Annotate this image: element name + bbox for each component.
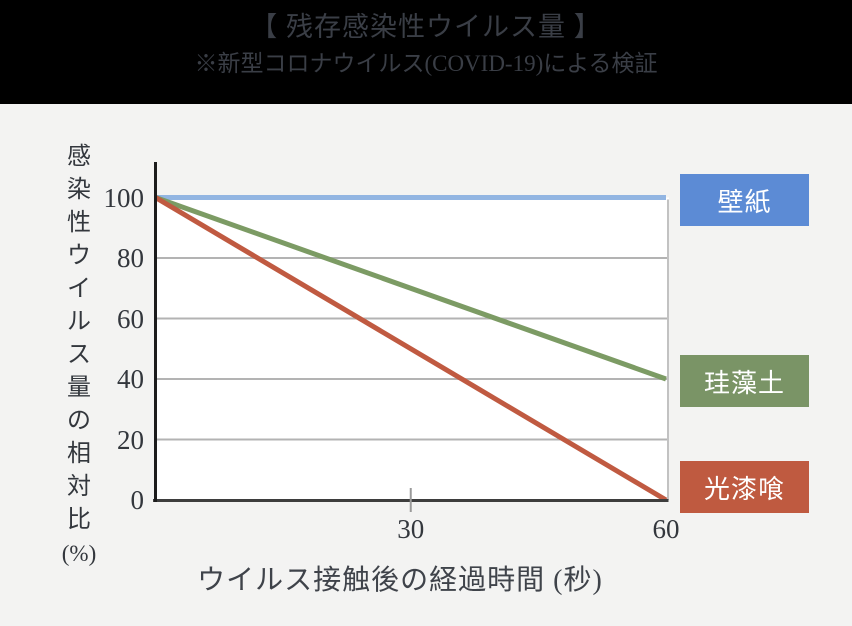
x-tick-label: 30 bbox=[397, 514, 425, 544]
x-axis-label: ウイルス接触後の経過時間 (秒) bbox=[197, 565, 603, 596]
y-axis-label-char: 対 bbox=[67, 474, 91, 500]
legend-item: 珪藻土 bbox=[680, 355, 809, 407]
y-axis-label-char: イ bbox=[67, 276, 91, 302]
y-axis-label-char: ウ bbox=[67, 243, 91, 269]
y-axis-label-char: 比 bbox=[67, 507, 91, 533]
y-tick-label: 60 bbox=[117, 303, 144, 334]
y-axis-label-char: ル bbox=[67, 309, 91, 335]
x-tick-label: 60 bbox=[652, 514, 680, 544]
y-axis-label-char: 相 bbox=[67, 441, 91, 467]
y-axis-label-char: の bbox=[67, 408, 91, 434]
y-axis-label-unit: (%) bbox=[61, 541, 97, 566]
chart-subtitle: ※新型コロナウイルス(COVID-19)による検証 bbox=[194, 51, 658, 76]
y-axis-label-char: 染 bbox=[67, 177, 91, 203]
series-line-珪藻土 bbox=[154, 195, 667, 382]
y-tick-label: 0 bbox=[130, 485, 145, 515]
chart-title: 【 残存感染性ウイルス量 】 bbox=[250, 12, 602, 42]
y-tick-label: 80 bbox=[117, 243, 144, 273]
y-tick-label: 100 bbox=[103, 182, 145, 213]
legend-item: 壁紙 bbox=[680, 174, 809, 226]
legend-item: 光漆喰 bbox=[680, 461, 809, 513]
y-axis-label: 感染性ウイルス量の相対比 (%) bbox=[56, 141, 102, 569]
y-axis-label-char: ス bbox=[67, 342, 91, 368]
header: 【 残存感染性ウイルス量 】 ※新型コロナウイルス(COVID-19)による検証 bbox=[0, 0, 852, 104]
y-axis-label-char: 感 bbox=[67, 144, 91, 170]
y-tick-label: 20 bbox=[117, 424, 144, 455]
series-line-光漆喰 bbox=[154, 195, 668, 503]
y-axis-label-char: 性 bbox=[67, 210, 91, 236]
y-axis-label-char: 量 bbox=[67, 375, 91, 401]
y-tick-label: 40 bbox=[117, 364, 144, 394]
